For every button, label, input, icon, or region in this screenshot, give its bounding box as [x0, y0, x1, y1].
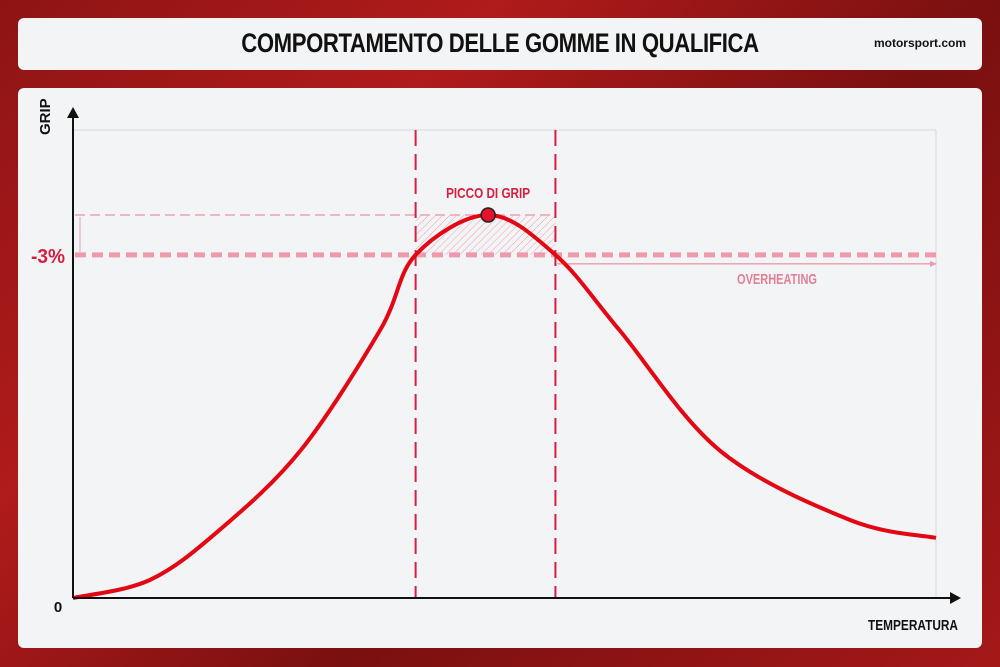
y-tick-threshold: -3% [31, 246, 65, 268]
y-tick-zero: 0 [54, 599, 62, 616]
title-bar: COMPORTAMENTO DELLE GOMME IN QUALIFICA m… [18, 18, 982, 70]
overheating-arrowhead [930, 260, 937, 267]
overheating-label: OVERHEATING [737, 271, 817, 288]
grip-curve [72, 212, 937, 600]
peak-marker [480, 207, 496, 223]
motorsport-logo: motorsport.com [873, 36, 966, 50]
x-axis-label: TEMPERATURA [868, 617, 958, 634]
chart-panel [18, 88, 982, 648]
y-axis-label: GRIP [37, 98, 54, 135]
x-axis-arrow [950, 592, 961, 604]
y-axis-arrow [67, 107, 79, 118]
peak-label: PICCO DI GRIP [446, 185, 530, 202]
page-title: COMPORTAMENTO DELLE GOMME IN QUALIFICA [241, 28, 759, 58]
